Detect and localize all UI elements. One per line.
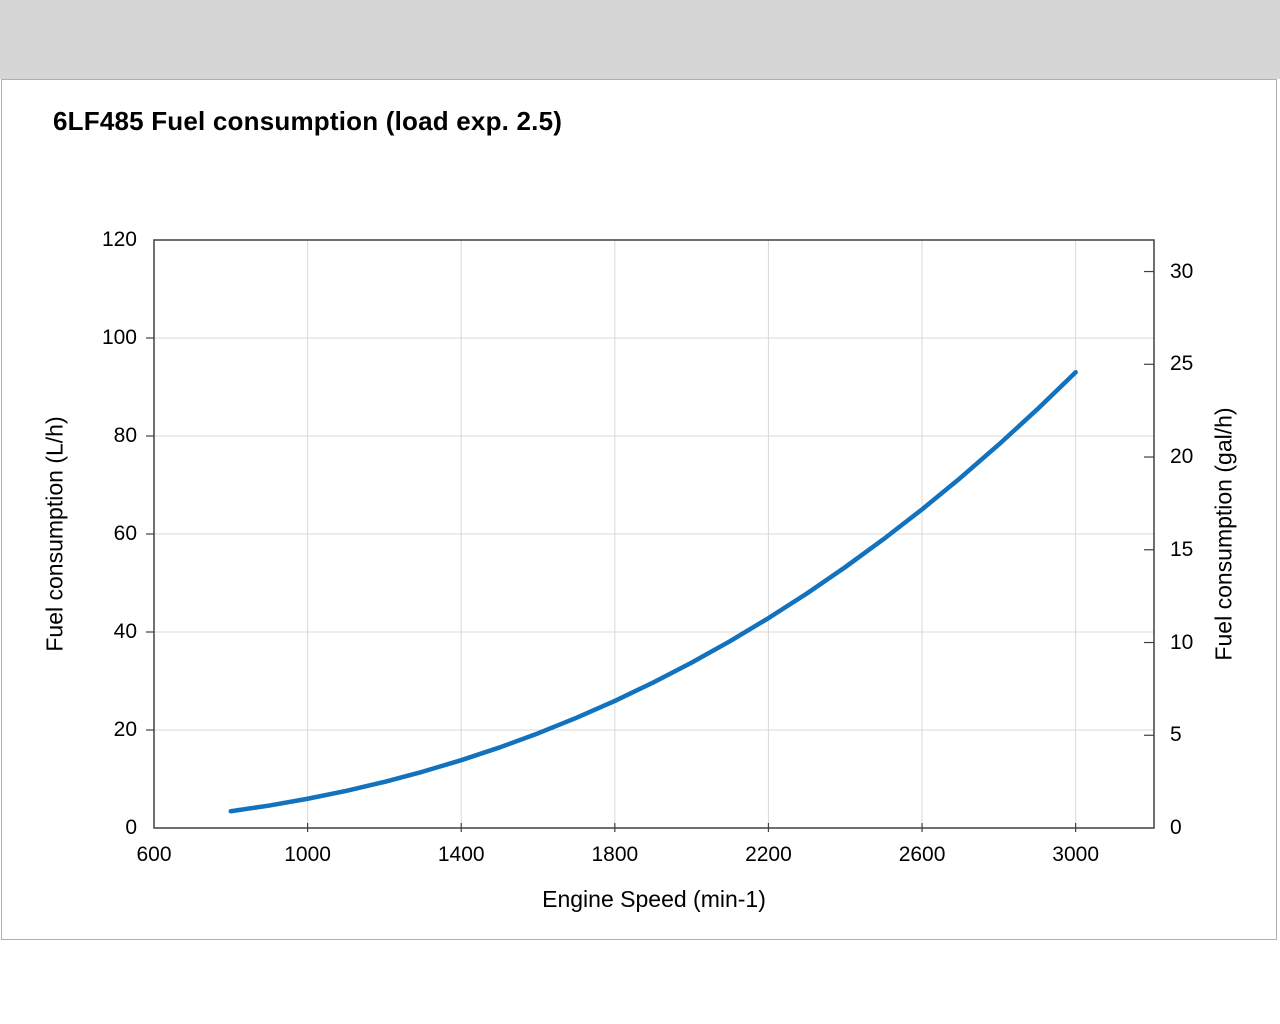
y-right-tick-label: 10 — [1170, 630, 1194, 654]
x-tick-label: 1000 — [284, 843, 331, 866]
chart-title: 6LF485 Fuel consumption (load exp. 2.5) — [53, 106, 563, 136]
y-right-tick-label: 25 — [1170, 352, 1194, 376]
y-right-tick-label: 0 — [1170, 816, 1182, 839]
y-left-tick-label: 0 — [125, 816, 137, 839]
y-right-tick-label: 30 — [1170, 259, 1194, 283]
x-tick-label: 2600 — [898, 843, 946, 866]
x-tick-label: 1400 — [437, 843, 485, 866]
y-right-tick-label: 15 — [1170, 537, 1194, 561]
x-tick-label: 2200 — [745, 843, 792, 866]
y-left-tick-label: 20 — [113, 718, 137, 741]
y-right-tick-label: 20 — [1170, 445, 1194, 469]
x-tick-label: 1800 — [591, 843, 639, 866]
y-left-tick-label: 60 — [113, 522, 137, 545]
y-left-tick-label: 100 — [101, 326, 137, 349]
y-left-tick-label: 120 — [101, 228, 137, 251]
x-axis-label: Engine Speed (min-1) — [542, 886, 766, 912]
fuel-consumption-curve — [228, 370, 1078, 814]
window-top-band — [0, 0, 1280, 79]
y-axis-label-right: Fuel consumption (gal/h) — [1210, 407, 1237, 661]
y-right-tick-label: 5 — [1170, 723, 1182, 747]
chart-plot-area — [146, 239, 1155, 832]
x-tick-label: 600 — [136, 843, 172, 866]
y-axis-label-left: Fuel consumption (L/h) — [41, 416, 68, 652]
y-left-tick-label: 80 — [113, 424, 137, 447]
y-left-tick-label: 40 — [113, 620, 137, 643]
x-tick-label: 3000 — [1052, 843, 1100, 866]
chart-card: 6LF485 Fuel consumption (load exp. 2.5) … — [1, 79, 1277, 940]
